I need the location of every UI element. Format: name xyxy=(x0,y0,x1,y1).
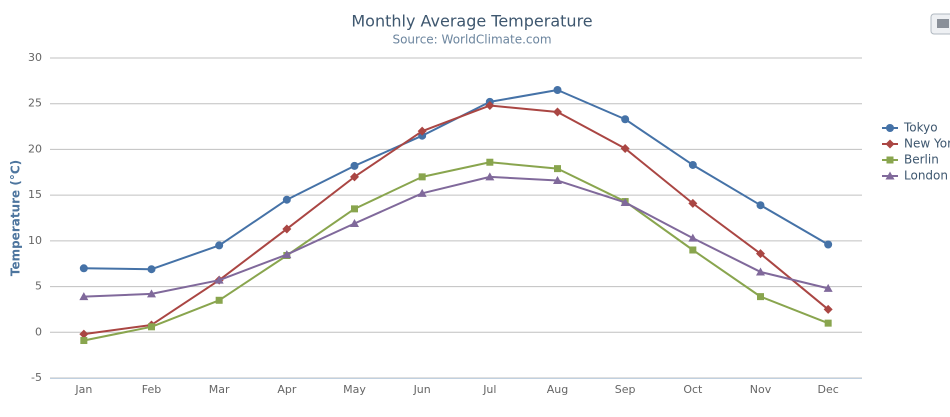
data-point xyxy=(418,131,427,140)
legend-symbol xyxy=(886,156,894,164)
data-point xyxy=(689,246,697,254)
legend-symbol xyxy=(886,124,894,132)
data-point xyxy=(79,264,88,273)
series-line xyxy=(83,161,829,342)
y-tick-label: 10 xyxy=(28,234,42,247)
y-tick-label: 15 xyxy=(28,188,42,201)
x-tick-label: Dec xyxy=(818,383,839,396)
legend-label: Tokyo xyxy=(903,121,938,135)
data-point xyxy=(417,126,427,136)
x-tick-label: Jul xyxy=(482,383,496,396)
data-point xyxy=(80,337,88,345)
legend-label: London xyxy=(904,169,948,183)
x-tick-label: Aug xyxy=(547,383,568,396)
y-tick-label: 25 xyxy=(28,97,42,110)
y-axis-label: Temperature (°C) xyxy=(9,160,23,276)
data-point xyxy=(756,249,765,259)
data-point xyxy=(553,107,562,117)
x-tick-label: Nov xyxy=(750,383,772,396)
series-line xyxy=(83,175,829,298)
data-point xyxy=(486,158,494,166)
x-tick-label: Mar xyxy=(209,383,230,396)
data-point xyxy=(147,289,156,298)
legend-label: Berlin xyxy=(904,153,939,167)
data-point xyxy=(620,197,630,206)
data-point xyxy=(147,265,156,274)
series-line xyxy=(83,89,829,271)
y-tick-label: 30 xyxy=(28,51,42,64)
data-point xyxy=(350,218,359,227)
data-point xyxy=(553,176,562,185)
data-point xyxy=(282,224,292,234)
legend-symbol xyxy=(885,171,895,180)
data-point xyxy=(351,205,358,213)
x-tick-label: Sep xyxy=(615,383,636,396)
data-point xyxy=(824,319,832,327)
data-point xyxy=(756,267,765,276)
y-tick-label: 5 xyxy=(35,280,42,293)
data-point xyxy=(553,86,562,94)
series-line xyxy=(83,104,829,336)
data-point xyxy=(418,173,426,181)
data-point xyxy=(823,304,833,314)
data-point xyxy=(282,195,291,204)
x-tick-label: Jan xyxy=(74,383,92,396)
data-point xyxy=(688,233,698,242)
data-point xyxy=(485,172,495,181)
x-tick-label: Jun xyxy=(413,383,431,396)
data-point xyxy=(350,161,359,170)
data-point xyxy=(282,250,292,259)
legend-label: New York xyxy=(904,137,950,151)
export-icon xyxy=(937,19,949,28)
data-point xyxy=(621,115,630,124)
data-point xyxy=(757,293,764,301)
y-tick-label: 20 xyxy=(28,142,42,155)
data-point xyxy=(350,172,359,182)
data-point xyxy=(79,292,89,301)
data-point xyxy=(215,296,223,304)
x-tick-label: Apr xyxy=(277,383,297,396)
x-tick-label: May xyxy=(343,383,366,396)
data-point xyxy=(417,188,427,197)
chart-title: Monthly Average Temperature xyxy=(351,12,592,31)
data-point xyxy=(148,323,155,331)
export-button[interactable] xyxy=(930,13,950,35)
data-point xyxy=(688,160,697,169)
data-point xyxy=(823,283,833,292)
data-point xyxy=(688,198,698,208)
chart-subtitle: Source: WorldClimate.com xyxy=(392,33,551,47)
x-tick-label: Oct xyxy=(683,383,703,396)
y-tick-label: 0 xyxy=(35,325,42,338)
legend-symbol xyxy=(885,139,895,149)
data-point xyxy=(79,329,89,339)
data-point xyxy=(620,144,630,154)
data-point xyxy=(214,275,224,284)
data-point xyxy=(824,240,833,249)
data-point xyxy=(215,241,224,250)
y-tick-label: -5 xyxy=(31,371,42,384)
data-point xyxy=(485,101,495,111)
x-tick-label: Feb xyxy=(142,383,161,396)
data-point xyxy=(554,165,561,173)
data-point xyxy=(756,201,765,210)
